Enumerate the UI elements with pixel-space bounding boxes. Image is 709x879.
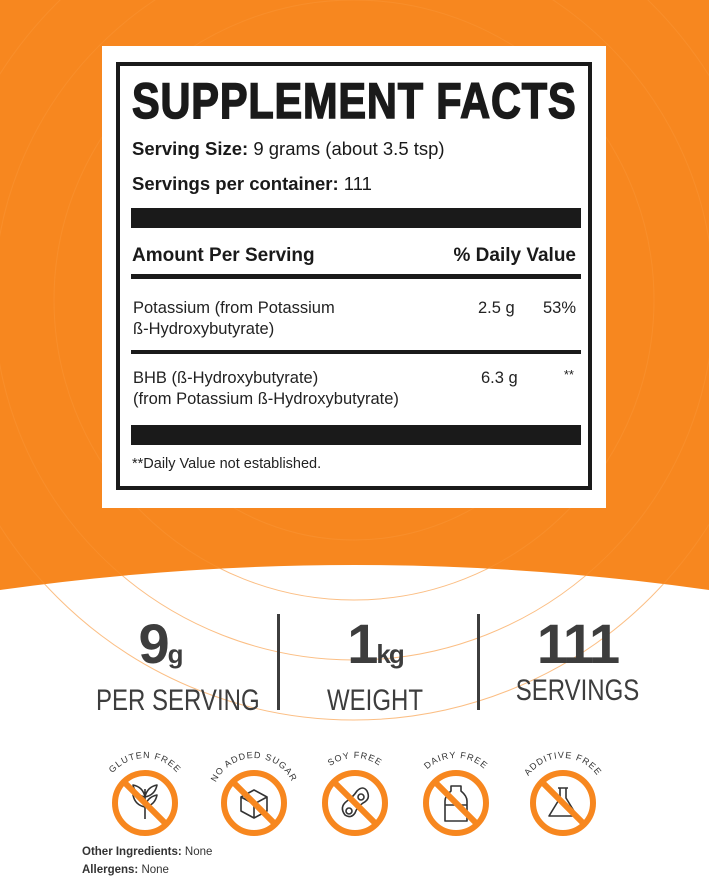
- divider-bar: [131, 274, 581, 279]
- soybean-icon: [341, 787, 370, 818]
- stat-servings: 111 SERVINGS: [495, 614, 660, 708]
- stat-unit: kg: [376, 639, 404, 669]
- prohibition-circle-icon: [322, 770, 388, 836]
- badge-additive-free: ADDITIVE FREE: [518, 740, 608, 840]
- badge-dairy-free: DAIRY FREE: [411, 740, 501, 840]
- allergens-value: None: [141, 864, 169, 876]
- badge-no-added-sugar: NO ADDED SUGAR: [209, 740, 299, 840]
- badge-soy-free: SOY FREE: [310, 740, 400, 840]
- stat-weight: 1kg WEIGHT: [295, 614, 455, 718]
- row-name: ß-Hydroxybutyrate): [133, 320, 275, 338]
- divider-bar: [131, 425, 581, 445]
- amount-header: Amount Per Serving: [132, 245, 315, 266]
- prohibition-slash-icon: [331, 779, 379, 827]
- facts-title: SUPPLEMENT FACTS: [131, 72, 577, 130]
- servings-value: 111: [343, 173, 372, 194]
- serving-size-label: Serving Size:: [132, 138, 249, 159]
- other-ingredients: Other Ingredients: None: [82, 846, 212, 858]
- prohibition-slash-icon: [539, 779, 587, 827]
- divider-bar: [131, 208, 581, 228]
- prohibition-circle-icon: [112, 770, 178, 836]
- other-label: Other Ingredients:: [82, 846, 182, 858]
- row-name: Potassium (from Potassium: [133, 299, 335, 317]
- stat-divider: [477, 614, 480, 710]
- stat-per-serving: 9g PER SERVING: [80, 612, 260, 718]
- prohibition-slash-icon: [432, 779, 480, 827]
- prohibition-circle-icon: [221, 770, 287, 836]
- stat-number: 9: [138, 612, 169, 675]
- prohibition-slash-icon: [121, 779, 169, 827]
- stat-caption: SERVINGS: [515, 674, 640, 707]
- stat-divider: [277, 614, 280, 710]
- prohibition-circle-icon: [423, 770, 489, 836]
- dv-header: % Daily Value: [453, 245, 576, 266]
- row-amount: 2.5 g: [478, 299, 515, 317]
- stat-number: 111: [536, 612, 620, 675]
- serving-size-value: 9 grams (about 3.5 tsp): [253, 138, 445, 159]
- divider-bar: [131, 350, 581, 354]
- servings-label: Servings per container:: [132, 173, 339, 194]
- badge-label: NO ADDED SUGAR: [209, 750, 299, 784]
- row-amount: 6.3 g: [481, 369, 518, 387]
- badge-label: SOY FREE: [326, 750, 384, 768]
- supplement-facts-label: SUPPLEMENT FACTS Serving Size: 9 grams (…: [116, 62, 592, 490]
- stat-number: 1: [347, 612, 378, 675]
- stat-unit: g: [167, 639, 184, 669]
- row-name: BHB (ß-Hydroxybutyrate): [133, 369, 319, 387]
- row-name: (from Potassium ß-Hydroxybutyrate): [133, 390, 399, 408]
- badge-gluten-free: GLUTEN FREE: [100, 740, 190, 840]
- other-value: None: [184, 846, 213, 858]
- footnote: **Daily Value not established.: [132, 456, 322, 472]
- prohibition-circle-icon: [530, 770, 596, 836]
- badge-label: DAIRY FREE: [422, 750, 490, 771]
- prohibition-slash-icon: [230, 779, 278, 827]
- stat-caption: PER SERVING: [96, 684, 260, 717]
- allergens-label: Allergens:: [82, 864, 139, 876]
- row-dv: 53%: [542, 299, 576, 317]
- stat-caption: WEIGHT: [327, 684, 423, 717]
- row-dv: **: [563, 367, 574, 382]
- allergens: Allergens: None: [82, 864, 169, 876]
